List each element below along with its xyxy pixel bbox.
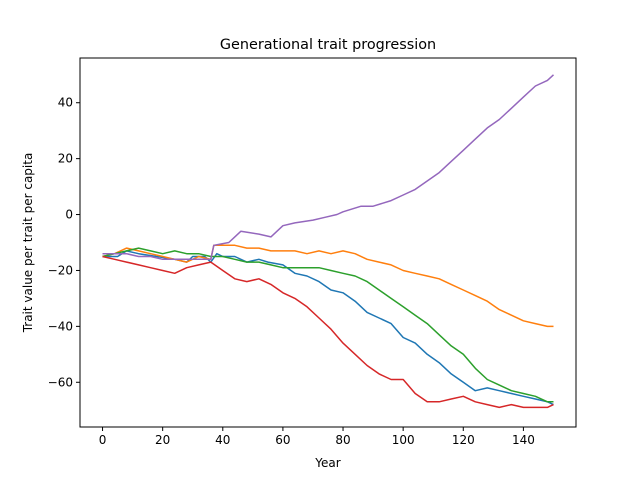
series-line-3 bbox=[102, 247, 554, 403]
chart-title: Generational trait progression bbox=[220, 37, 436, 53]
y-tick-label: 40 bbox=[58, 96, 73, 110]
y-tick-label: −40 bbox=[48, 319, 73, 333]
series-line-5 bbox=[102, 74, 555, 261]
x-axis: 0 20 40 60 80 100 120 140 bbox=[99, 427, 535, 447]
plot-area-frame bbox=[79, 57, 577, 428]
y-tick-label: 0 bbox=[65, 208, 73, 222]
y-tick-label: −20 bbox=[48, 263, 73, 277]
x-tick-label: 20 bbox=[155, 433, 170, 447]
x-tick-label: 100 bbox=[392, 433, 415, 447]
y-tick-label: 20 bbox=[58, 152, 73, 166]
x-tick-label: 80 bbox=[335, 433, 350, 447]
x-tick-label: 40 bbox=[215, 433, 230, 447]
series-line-4 bbox=[102, 255, 554, 409]
series-line-2 bbox=[102, 244, 554, 328]
plot-lines bbox=[102, 74, 555, 409]
x-tick-label: 0 bbox=[99, 433, 107, 447]
y-axis-label: Trait value per trait per capita bbox=[21, 153, 35, 334]
x-tick-label: 140 bbox=[512, 433, 535, 447]
x-tick-label: 60 bbox=[275, 433, 290, 447]
x-tick-label: 120 bbox=[452, 433, 475, 447]
x-axis-label: Year bbox=[314, 456, 340, 470]
y-axis: −60 −40 −20 0 20 40 bbox=[48, 96, 80, 389]
y-tick-label: −60 bbox=[48, 375, 73, 389]
